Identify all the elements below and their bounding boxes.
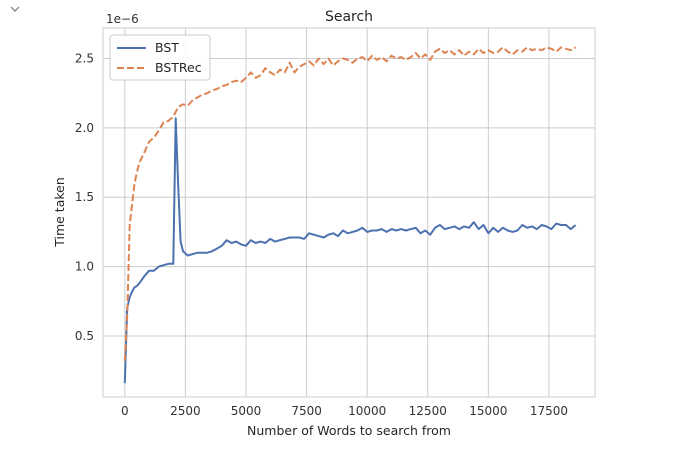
series-line-bst (123, 117, 577, 384)
legend-label-bst: BST (155, 40, 179, 55)
x-axis-label: Number of Words to search from (247, 423, 451, 438)
x-tick-label: 2500 (170, 404, 201, 418)
x-tick-label: 5000 (231, 404, 262, 418)
y-offset-label: 1e−6 (106, 12, 139, 26)
x-tick-label: 15000 (469, 404, 507, 418)
x-tick-label: 10000 (348, 404, 386, 418)
series-line-bstrec (123, 46, 577, 361)
y-tick-labels: 0.5 1.0 1.5 2.0 2.5 (75, 52, 94, 343)
plot-area (103, 28, 595, 397)
legend: BST BSTRec (109, 34, 211, 81)
collapse-chevron-icon[interactable] (9, 4, 21, 14)
y-tick-label: 0.5 (75, 329, 94, 343)
x-tick-label: 17500 (530, 404, 568, 418)
x-tick-label: 0 (121, 404, 129, 418)
y-tick-label: 1.5 (75, 190, 94, 204)
x-tick-labels: 0 2500 5000 7500 10000 12500 15000 17500 (121, 404, 568, 418)
chart-title: Search (325, 9, 373, 25)
y-tick-label: 1.0 (75, 260, 94, 274)
y-axis-label: Time taken (52, 177, 67, 248)
legend-box (109, 34, 211, 81)
y-tick-label: 2.0 (75, 121, 94, 135)
x-tick-label: 7500 (291, 404, 322, 418)
plot-frame (102, 27, 596, 398)
series-lines (123, 46, 577, 384)
y-tick-label: 2.5 (75, 52, 94, 66)
legend-label-bstrec: BSTRec (155, 60, 202, 75)
x-tick-label: 12500 (409, 404, 447, 418)
